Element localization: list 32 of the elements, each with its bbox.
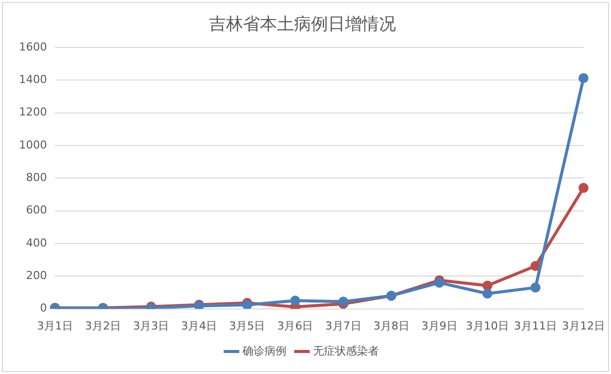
x-tick-label: 3月9日 <box>421 319 458 332</box>
point <box>434 278 444 288</box>
x-tick-label: 3月4日 <box>181 319 218 332</box>
point <box>578 182 588 193</box>
y-tick-label: 800 <box>26 170 47 184</box>
y-tick-label: 600 <box>26 204 47 217</box>
y-tick-label: 0 <box>40 302 47 315</box>
x-tick-label: 3月8日 <box>373 319 410 332</box>
x-tick-label: 3月12日 <box>562 319 605 332</box>
legend-label: 无症状感染者 <box>313 344 379 358</box>
y-tick-label: 1600 <box>18 40 47 54</box>
y-tick-label: 1400 <box>18 72 47 86</box>
legend-label: 确诊病例 <box>242 344 286 358</box>
x-tick-label: 3月3日 <box>133 319 170 332</box>
x-tick-label: 3月7日 <box>325 319 362 332</box>
point <box>530 282 540 293</box>
x-tick-label: 3月6日 <box>277 319 314 332</box>
point <box>290 296 300 306</box>
point <box>578 73 588 84</box>
x-tick-label: 3月1日 <box>36 319 73 332</box>
point <box>530 260 540 271</box>
x-tick-label: 3月5日 <box>229 319 266 332</box>
y-tick-label: 200 <box>26 268 47 282</box>
x-tick-label: 3月10日 <box>466 319 509 332</box>
y-tick-label: 1000 <box>18 138 47 152</box>
y-tick-label: 400 <box>26 236 47 250</box>
y-tick-label: 1200 <box>18 106 47 119</box>
x-tick-label: 3月11日 <box>514 319 557 332</box>
chart-title: 吉林省本土病例日增情况 <box>209 14 396 35</box>
point <box>482 280 492 291</box>
x-tick-label: 3月2日 <box>85 319 122 332</box>
point <box>482 288 492 299</box>
